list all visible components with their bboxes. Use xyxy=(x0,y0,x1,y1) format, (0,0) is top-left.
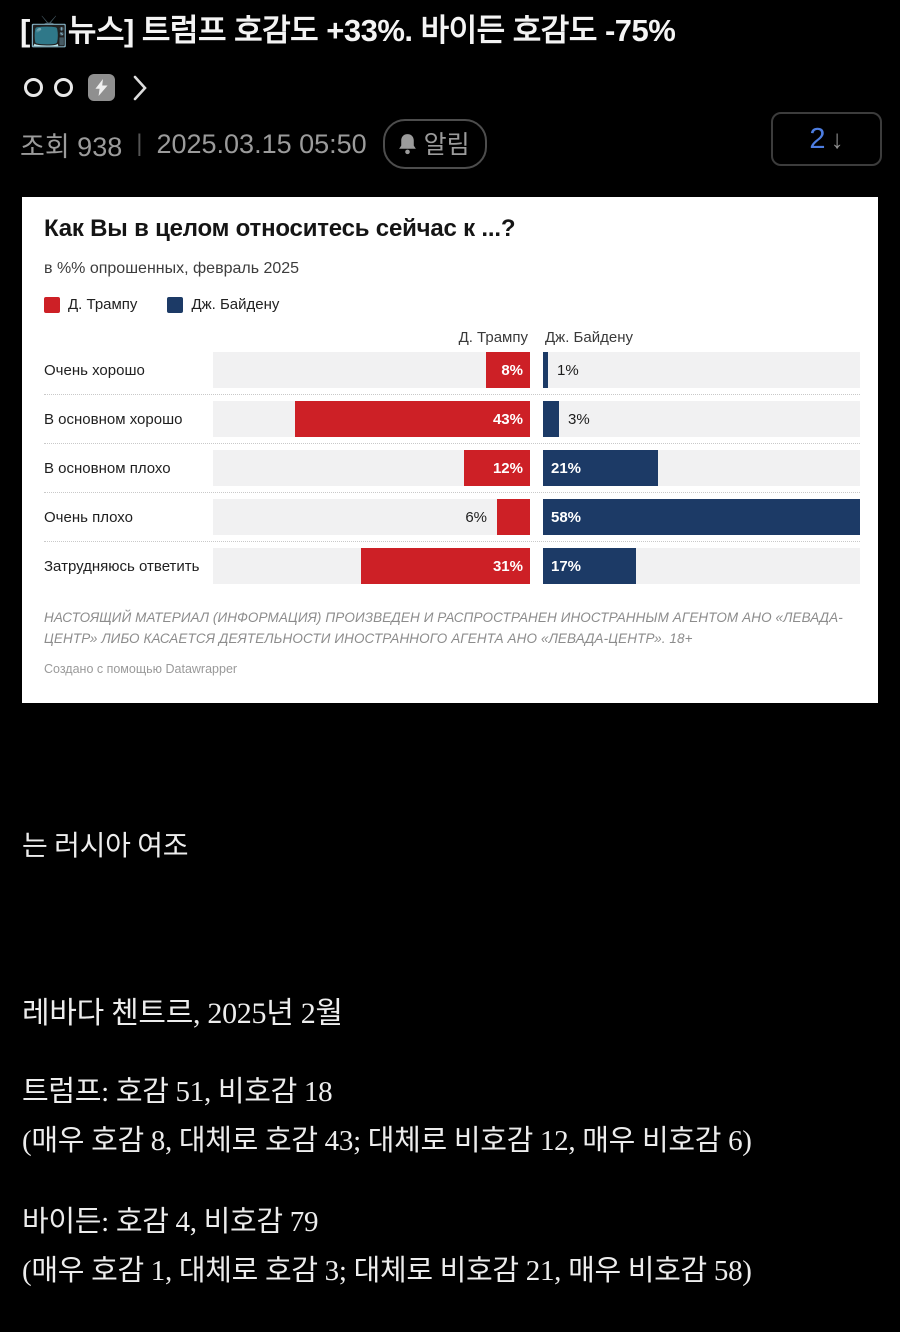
bar-row: В основном плохо 12% 21% xyxy=(44,450,860,486)
post-datetime: 2025.03.15 05:50 xyxy=(156,128,367,159)
down-arrow-icon: ↓ xyxy=(830,123,844,154)
bar-value: 31% xyxy=(492,557,523,575)
trump-bar: 12% xyxy=(464,450,530,486)
chart-title: Как Вы в целом относитесь сейчас к ...? xyxy=(44,215,516,242)
biden-track: 17% xyxy=(543,548,860,584)
chart-card: Как Вы в целом относитесь сейчас к ...? … xyxy=(22,197,878,703)
comment-count-button[interactable]: 2 ↓ xyxy=(771,112,882,166)
trump-track: 6% xyxy=(213,499,530,535)
trump-bar: 31% xyxy=(361,548,530,584)
view-count: 조회 938 xyxy=(20,131,123,162)
body-line-trump-detail: (매우 호감 8, 대체로 호감 43; 대체로 비호감 12, 매우 비호감 … xyxy=(22,1125,752,1157)
chart-credit: Создано с помощью Datawrapper xyxy=(44,661,238,676)
bar-row: В основном хорошо 43% 3% xyxy=(44,401,860,437)
bar-value: 3% xyxy=(568,410,590,428)
circle-icon xyxy=(54,78,73,97)
post-icon-row xyxy=(24,74,148,101)
chart-legend: Д. Трампу Дж. Байдену xyxy=(44,296,860,313)
alarm-button[interactable]: 알림 xyxy=(382,119,487,169)
row-divider xyxy=(44,443,860,444)
body-line-biden-detail: (매우 호감 1, 대체로 호감 3; 대체로 비호감 21, 매우 비호감 5… xyxy=(22,1255,752,1287)
circle-icon xyxy=(24,78,43,97)
row-label: Очень хорошо xyxy=(44,361,145,379)
bar-row: Очень хорошо 8% 1% xyxy=(44,352,860,388)
chart-footnote: НАСТОЯЩИЙ МАТЕРИАЛ (ИНФОРМАЦИЯ) ПРОИЗВЕД… xyxy=(44,610,843,646)
meta-divider: | xyxy=(136,130,143,157)
row-label: Затрудняюсь ответить xyxy=(44,557,200,575)
trump-bar: 8% xyxy=(486,352,530,388)
trump-track: 43% xyxy=(213,401,530,437)
row-label: В основном хорошо xyxy=(44,410,183,428)
legend-item-trump: Д. Трампу xyxy=(44,296,137,313)
bar-value: 43% xyxy=(492,410,523,428)
row-label: Очень плохо xyxy=(44,508,133,526)
legend-swatch-red xyxy=(44,296,60,313)
legend-label: Дж. Байдену xyxy=(191,296,280,313)
post-title: [📺뉴스] 트럼프 호감도 +33%. 바이든 호감도 -75% xyxy=(20,13,676,48)
bar-value: 12% xyxy=(492,459,523,477)
chart-rows: Очень хорошо 8% 1% В основном хорошо 43% 3% В … xyxy=(44,352,860,584)
biden-track: 58% xyxy=(543,499,860,535)
legend-swatch-blue xyxy=(167,296,184,313)
bar-row: Затрудняюсь ответить 31% 17% xyxy=(44,548,860,584)
body-line-source: 레바다 첸트르, 2025년 2월 xyxy=(22,997,343,1030)
bell-icon xyxy=(398,133,416,154)
biden-bar: 17% xyxy=(543,548,636,584)
chart-subtitle: в %% опрошенных, февраль 2025 xyxy=(44,260,300,277)
row-label: В основном плохо xyxy=(44,459,171,477)
alarm-label: 알림 xyxy=(423,131,470,159)
biden-track: 3% xyxy=(543,401,860,437)
trump-track: 31% xyxy=(213,548,530,584)
body-line-trump: 트럼프: 호감 51, 비호감 18 xyxy=(22,1076,333,1108)
row-divider xyxy=(44,492,860,493)
column-header-trump: Д. Трампу xyxy=(458,329,528,346)
trump-bar xyxy=(497,499,530,535)
biden-bar: 58% xyxy=(543,499,860,535)
biden-bar: 21% xyxy=(543,450,658,486)
bar-value: 8% xyxy=(501,361,523,379)
biden-bar xyxy=(543,352,548,388)
bar-value: 58% xyxy=(551,508,582,526)
bar-value: 21% xyxy=(551,459,582,477)
biden-track: 21% xyxy=(543,450,860,486)
trump-bar: 43% xyxy=(295,401,530,437)
trump-track: 12% xyxy=(213,450,530,486)
bar-row: Очень плохо 6% 58% xyxy=(44,499,860,535)
chart-column-headers: Д. Трампу Дж. Байдену xyxy=(44,329,860,349)
badge-icon xyxy=(88,74,115,101)
row-divider xyxy=(44,394,860,395)
body-line-biden: 바이든: 호감 4, 비호감 79 xyxy=(22,1206,319,1238)
trump-track: 8% xyxy=(213,352,530,388)
chevron-right-icon[interactable] xyxy=(132,75,148,101)
legend-label: Д. Трампу xyxy=(68,296,138,313)
body-line-intro: 는 러시아 여조 xyxy=(22,831,189,862)
legend-item-biden: Дж. Байдену xyxy=(167,296,279,313)
bar-value: 17% xyxy=(551,557,582,575)
column-header-biden: Дж. Байдену xyxy=(545,329,633,346)
post-meta: 조회 938 | 2025.03.15 05:50 알림 xyxy=(20,118,882,170)
biden-bar xyxy=(543,401,559,437)
bar-value: 6% xyxy=(465,508,487,526)
biden-track: 1% xyxy=(543,352,860,388)
comment-count: 2 xyxy=(809,122,826,155)
bar-value: 1% xyxy=(557,361,579,379)
row-divider xyxy=(44,541,860,542)
